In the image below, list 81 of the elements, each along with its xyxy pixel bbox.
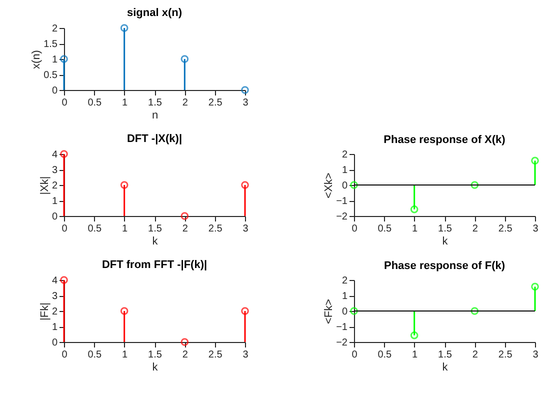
- x-tick-label: 3: [242, 224, 249, 234]
- y-axis-title: |Xk|: [38, 176, 51, 195]
- x-tick-label: 1: [122, 224, 128, 234]
- y-tick-label: 3: [52, 165, 58, 176]
- x-tick-label: 3: [242, 350, 249, 360]
- x-axis-title: k: [442, 362, 448, 374]
- y-axis-title: |Fk|: [38, 302, 51, 320]
- y-tick-label: 1: [342, 291, 348, 302]
- chart-title: Phase response of X(k): [384, 134, 506, 146]
- point: [180, 212, 189, 220]
- chart-title: DFT from FFT -|F(k)|: [102, 258, 208, 271]
- y-tick-label: 1.5: [44, 39, 58, 50]
- x-tick-label: 2: [472, 224, 478, 234]
- y-tick-label: 0: [52, 212, 58, 222]
- y-tick-label: −1: [336, 322, 348, 333]
- point: [180, 338, 189, 346]
- x-axis-title: k: [442, 236, 448, 248]
- y-tick-label: 2: [342, 150, 348, 160]
- y-tick-label: 1: [342, 165, 348, 176]
- x-tick-label: 2: [182, 98, 188, 108]
- y-tick-label: 2: [52, 180, 58, 192]
- y-tick-label: −2: [336, 338, 348, 348]
- x-tick-label: 2: [472, 350, 478, 360]
- y-tick-label: 2: [52, 306, 58, 318]
- x-tick-label: 3: [532, 350, 539, 360]
- y-tick-label: 1: [52, 54, 58, 66]
- x-tick-label: 1.5: [148, 224, 162, 234]
- point: [470, 181, 479, 189]
- y-tick-label: 4: [52, 150, 58, 160]
- x-tick-label: 0.5: [88, 350, 102, 360]
- x-tick-label: 1: [412, 350, 418, 360]
- x-tick-label: 0.5: [378, 350, 392, 360]
- x-tick-label: 1: [122, 350, 128, 360]
- x-tick-label: 0.5: [88, 224, 102, 234]
- chart-title: Phase response of F(k): [384, 260, 506, 272]
- x-axis-title: n: [152, 110, 158, 122]
- x-tick-label: 0: [352, 350, 358, 360]
- y-tick-label: 2: [52, 24, 58, 34]
- x-tick-label: 0.5: [378, 224, 392, 234]
- y-tick-label: 0: [342, 180, 348, 192]
- point: [350, 181, 358, 189]
- y-tick-label: −2: [336, 212, 348, 222]
- x-tick-label: 1.5: [438, 350, 452, 360]
- x-tick-label: 2.5: [498, 350, 513, 360]
- x-tick-label: 0: [62, 350, 68, 360]
- x-axis-title: k: [152, 362, 158, 374]
- y-tick-label: 0: [342, 306, 348, 318]
- x-axis-title: k: [152, 236, 158, 248]
- x-tick-label: 2.5: [498, 224, 513, 234]
- x-tick-label: 2: [182, 224, 188, 234]
- chart-title: signal x(n): [126, 6, 182, 19]
- x-tick-label: 3: [242, 98, 249, 108]
- point: [470, 307, 479, 315]
- x-tick-label: 1: [412, 224, 418, 234]
- point: [350, 307, 358, 315]
- x-tick-label: 2.5: [208, 350, 223, 360]
- x-tick-label: 3: [532, 224, 539, 234]
- x-tick-label: 1: [122, 98, 128, 108]
- y-tick-label: 0: [52, 86, 58, 96]
- y-tick-label: 3: [52, 291, 58, 302]
- x-tick-label: 0: [62, 224, 68, 234]
- y-tick-label: 0: [52, 338, 58, 348]
- x-tick-label: 1.5: [438, 224, 452, 234]
- y-tick-label: 2: [342, 276, 348, 286]
- y-tick-label: 4: [52, 276, 58, 286]
- x-tick-label: 2.5: [208, 224, 223, 234]
- y-axis-title: <Fk>: [323, 298, 336, 324]
- x-tick-label: 2.5: [208, 98, 223, 108]
- y-tick-label: −1: [336, 196, 348, 207]
- x-tick-label: 2: [182, 350, 188, 360]
- y-tick-label: 1: [52, 322, 58, 333]
- x-tick-label: 0: [62, 98, 68, 108]
- y-tick-label: 0.5: [44, 70, 58, 81]
- x-tick-label: 1.5: [148, 350, 162, 360]
- chart-title: DFT -|X(k)|: [126, 132, 182, 145]
- y-axis-title: x(n): [30, 50, 43, 69]
- x-tick-label: 0.5: [88, 98, 102, 108]
- y-tick-label: 1: [52, 196, 58, 207]
- x-tick-label: 0: [352, 224, 358, 234]
- x-tick-label: 1.5: [148, 98, 162, 108]
- y-axis-title: <Xk>: [323, 172, 336, 198]
